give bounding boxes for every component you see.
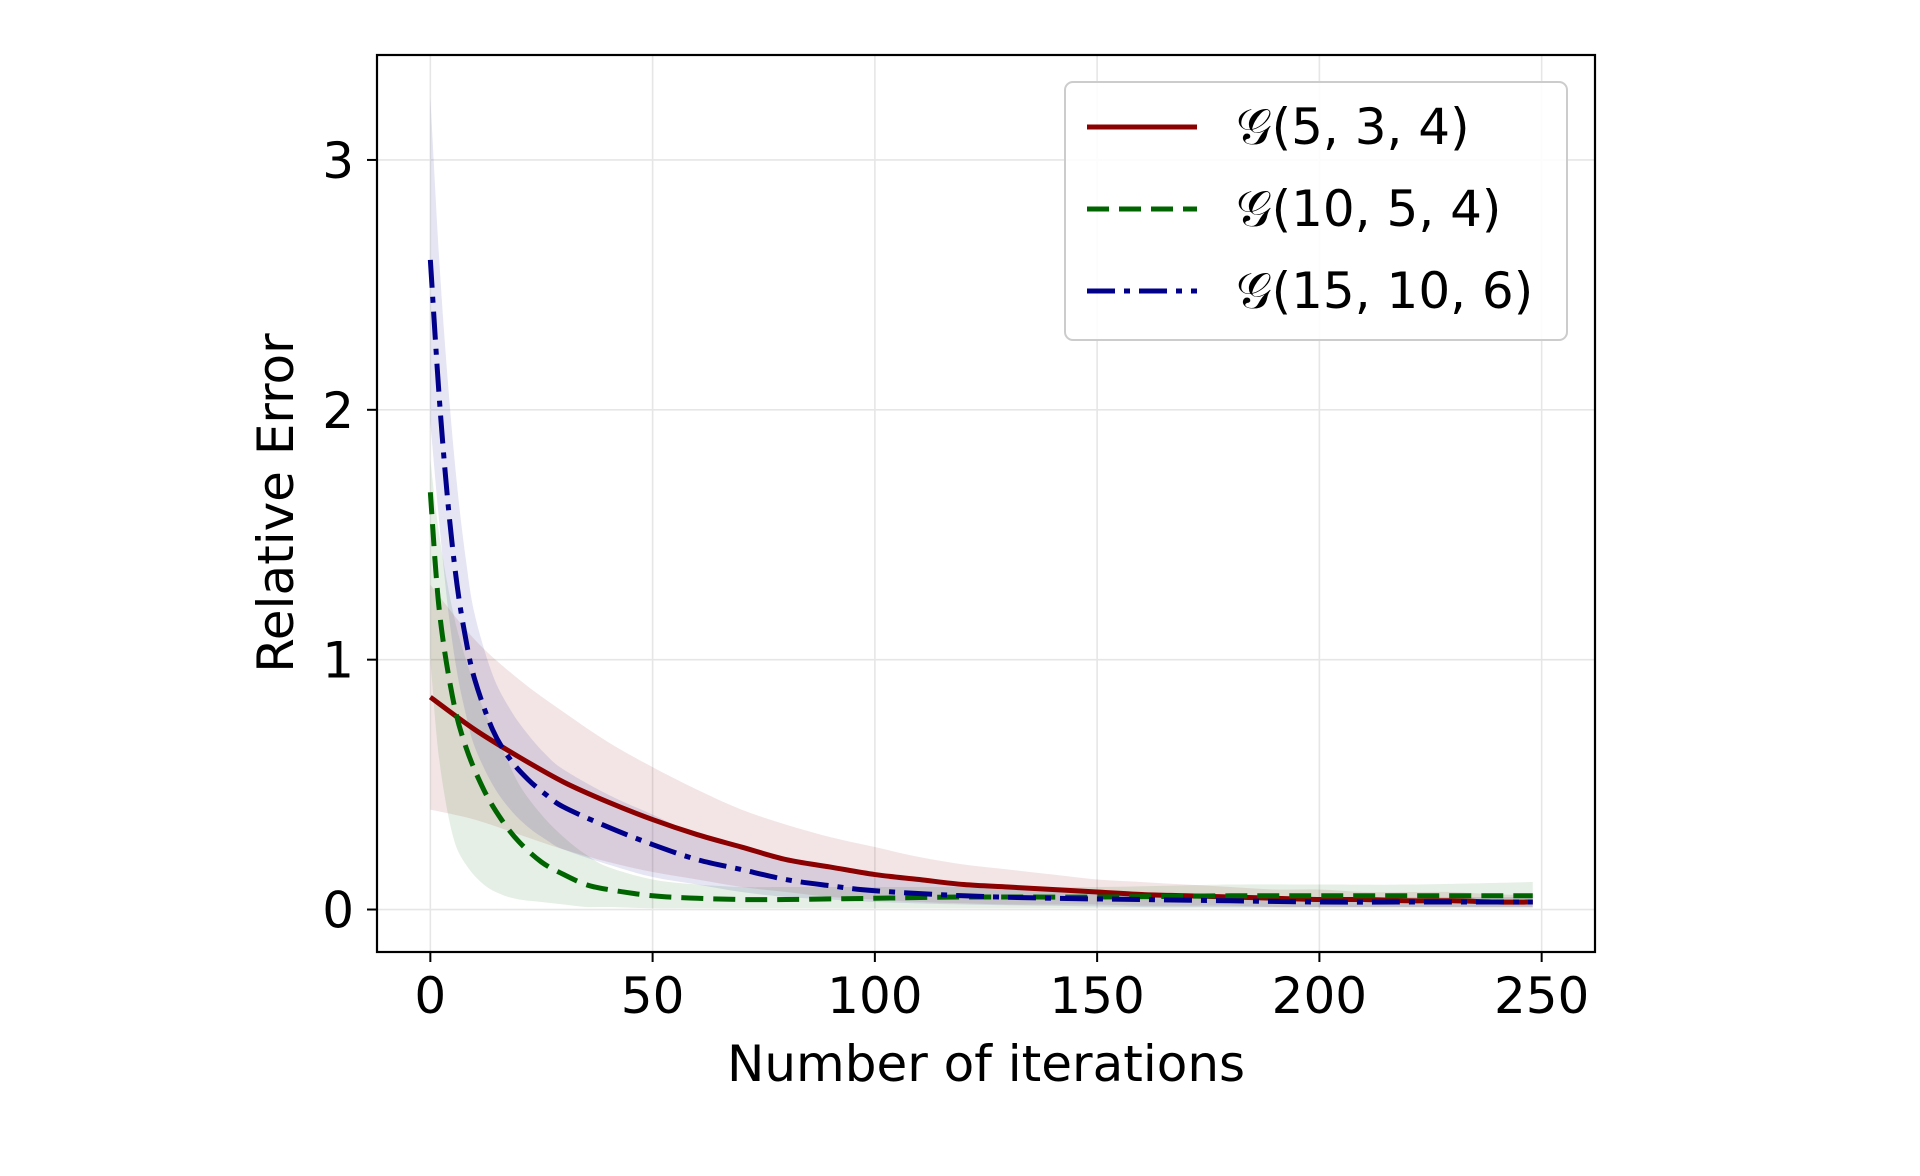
- x-tick-label: 0: [414, 967, 446, 1025]
- series-1-line: [428, 695, 1533, 905]
- y-axis-label: Relative Error: [247, 333, 305, 673]
- y-axis: 0 1 2 3: [322, 132, 377, 940]
- y-tick-label: 3: [322, 132, 354, 190]
- y-tick-label: 1: [322, 632, 354, 690]
- y-tick-label: 0: [322, 882, 354, 940]
- legend-label-3: 𝒢(15, 10, 6): [1236, 262, 1533, 320]
- series-3-line: [427, 259, 1533, 905]
- x-tick-label: 50: [621, 967, 685, 1025]
- x-axis: 0 50 100 150 200 250: [414, 952, 1589, 1025]
- series-2-line: [427, 492, 1533, 903]
- legend-box: [1064, 81, 1568, 341]
- plot-frame: [375, 53, 1597, 954]
- x-tick-label: 100: [827, 967, 922, 1025]
- x-axis-label: Number of iterations: [727, 1035, 1245, 1093]
- series-lines: [427, 259, 1533, 905]
- legend-label-2: 𝒢(10, 5, 4): [1236, 180, 1501, 238]
- series-3-band: [430, 97, 1533, 908]
- series-1-band: [430, 584, 1533, 908]
- x-tick-label: 200: [1272, 967, 1367, 1025]
- x-tick-label: 150: [1049, 967, 1144, 1025]
- x-tick-label: 250: [1494, 967, 1589, 1025]
- legend-label-1: 𝒢(5, 3, 4): [1236, 98, 1470, 156]
- legend: 𝒢(5, 3, 4) 𝒢(10, 5, 4) 𝒢(15, 10, 6): [1064, 81, 1568, 341]
- y-tick-label: 2: [322, 382, 354, 440]
